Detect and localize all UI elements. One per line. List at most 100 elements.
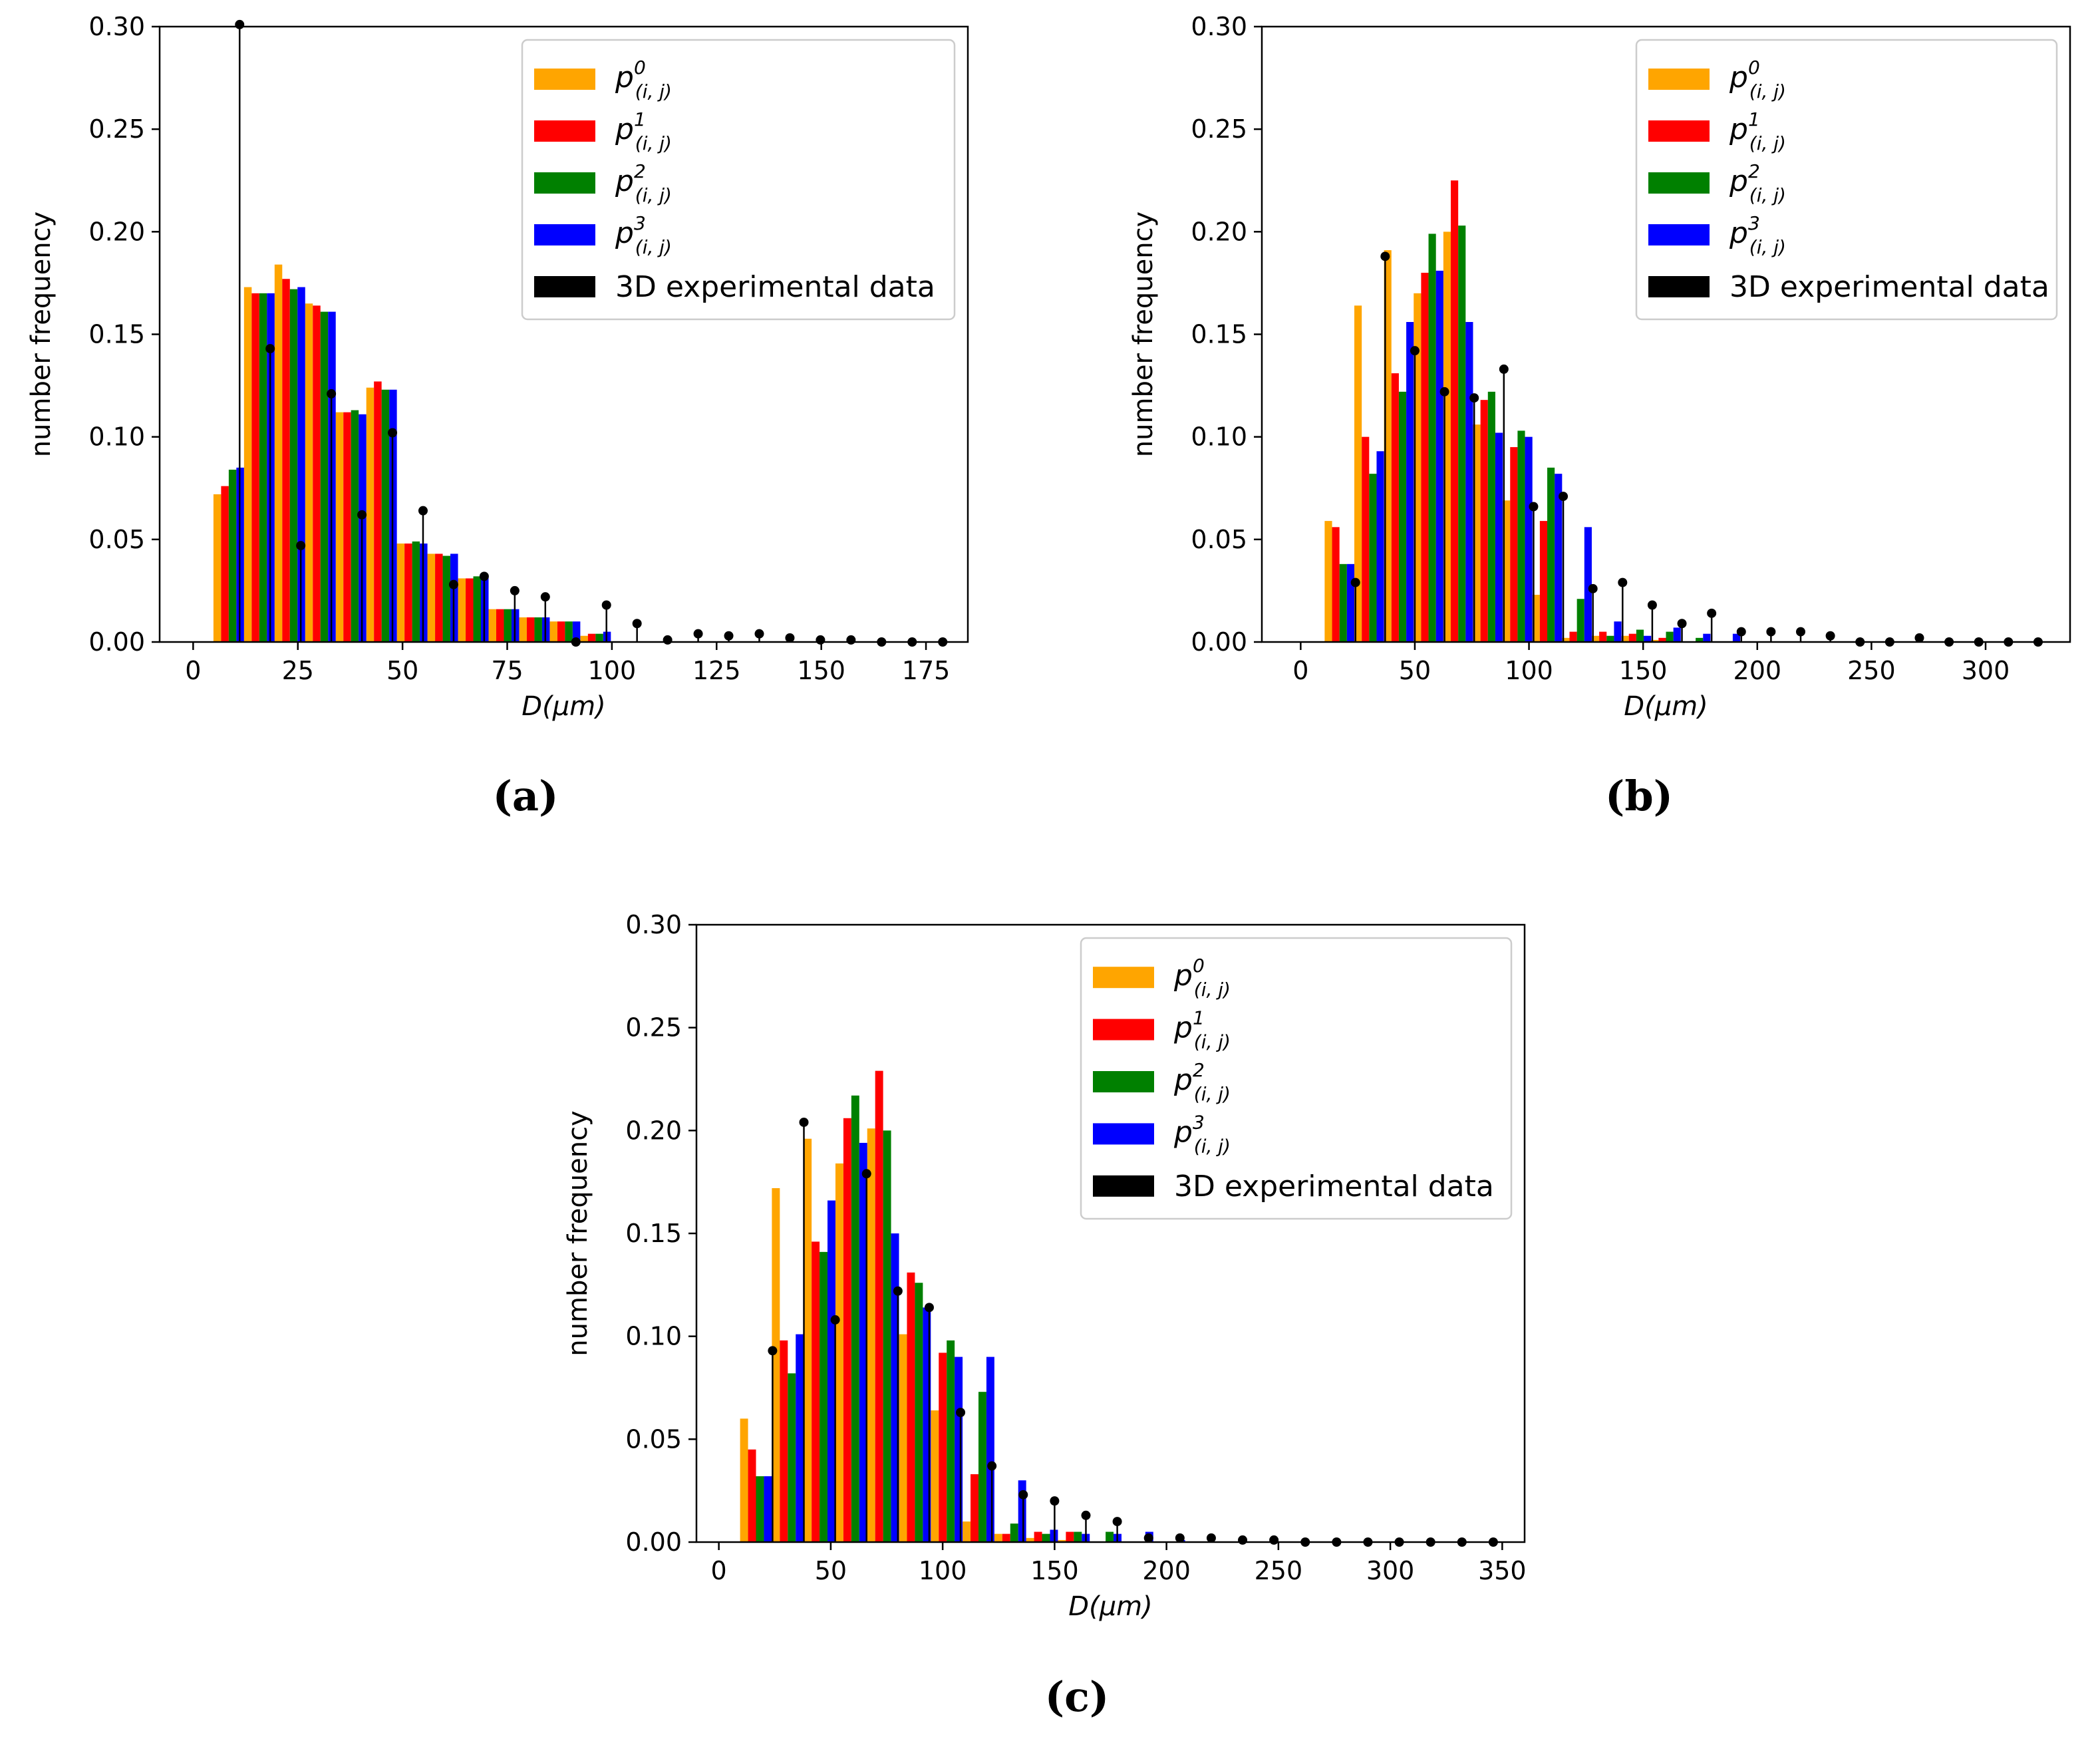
y-tick-label: 0.15: [1191, 320, 1247, 349]
bar-p0-12: [580, 635, 588, 642]
bar-p3-6: [955, 1356, 963, 1542]
exp-point-5: [1499, 364, 1509, 374]
exp-point-4: [1469, 393, 1479, 403]
bar-p2-8: [1576, 599, 1584, 642]
exp-point-13: [1736, 627, 1746, 637]
bar-p1-5: [374, 381, 382, 642]
y-tick-label: 0.20: [88, 217, 145, 246]
bar-p1-8: [1002, 1533, 1010, 1542]
bar-p3-10: [1644, 635, 1652, 642]
exp-point-0: [1350, 577, 1360, 587]
bar-p1-9: [496, 609, 504, 642]
bar-p0-8: [458, 578, 466, 642]
legend-subscript: (i, j): [1749, 236, 1786, 258]
bar-p1-1: [251, 293, 259, 642]
bar-p1-10: [1628, 633, 1636, 642]
bar-p0-4: [867, 1128, 875, 1542]
y-tick-label: 0.25: [88, 114, 145, 144]
legend-superscript: 1: [1748, 108, 1760, 130]
bar-p2-9: [1606, 635, 1614, 642]
bar-p3-7: [986, 1356, 994, 1542]
legend-superscript: 1: [634, 108, 646, 130]
exp-point-2: [830, 1315, 840, 1325]
y-tick-label: 0.10: [88, 422, 145, 452]
bar-p2-11: [1666, 631, 1674, 642]
exp-point-12: [601, 600, 611, 610]
bar-p2-4: [351, 410, 359, 642]
legend-symbol: p: [615, 61, 634, 94]
bar-p2-10: [1074, 1531, 1082, 1542]
legend-symbol: p: [1729, 112, 1748, 146]
legend: p0 (i, j)p1 (i, j)p2 (i, j)p3 (i, j)3D exper…: [521, 39, 956, 321]
bar-p3-6: [1525, 436, 1533, 642]
bar-p2-6: [412, 541, 420, 642]
x-tick-label: 100: [1505, 656, 1553, 685]
y-tick-label: 0.00: [625, 1527, 682, 1557]
exp-point-4: [357, 510, 367, 520]
x-tick-label: 100: [588, 656, 637, 685]
x-axis-label: D(μm): [1068, 1591, 1152, 1622]
bar-p1-7: [435, 554, 443, 642]
exp-point-15: [693, 629, 703, 639]
legend-subscript: (i, j): [1194, 979, 1231, 1001]
legend-label-p1: p1 (i, j): [1729, 108, 1786, 154]
exp-point-8: [479, 571, 489, 581]
bar-p1-2: [282, 279, 290, 642]
y-tick-label: 0.15: [625, 1219, 682, 1248]
bar-p1-1: [1362, 436, 1370, 642]
bar-p0-1: [243, 287, 252, 642]
chart-panel-b: 0 50 100 150 200 250 300 0.00 0.05 0.10 0.15 0.20 0.…: [1128, 12, 2071, 820]
legend-swatch-experimental: [1093, 1175, 1154, 1197]
legend-swatch-experimental: [1648, 276, 1710, 297]
y-tick-label: 0.10: [625, 1322, 682, 1351]
legend-label-p2: p2 (i, j): [1173, 1059, 1231, 1105]
legend-subscript: (i, j): [1194, 1135, 1231, 1157]
bar-p3-4: [891, 1233, 899, 1542]
bar-p2-2: [820, 1251, 828, 1542]
exp-point-9: [1050, 1496, 1060, 1506]
bar-p1-5: [907, 1272, 915, 1542]
bar-p1-11: [557, 621, 565, 642]
bar-p0-7: [1532, 595, 1540, 642]
bar-p2-8: [1010, 1523, 1018, 1542]
bar-p0-4: [1443, 232, 1451, 642]
bar-p2-7: [1547, 467, 1555, 642]
exp-point-5: [924, 1303, 934, 1313]
bar-p2-2: [289, 289, 298, 643]
panel-caption: (b): [1605, 772, 1673, 820]
exp-point-2: [296, 541, 306, 551]
y-tick-label: 0.30: [88, 12, 145, 41]
bar-p2-0: [1339, 563, 1347, 642]
bar-p2-4: [1458, 226, 1466, 642]
legend-label-p3: p3 (i, j): [615, 212, 672, 258]
bar-p0-0: [740, 1418, 748, 1542]
bar-p0-5: [899, 1334, 907, 1542]
legend-symbol: p: [1173, 959, 1193, 993]
bar-p1-9: [1034, 1531, 1042, 1542]
exp-point-7: [987, 1461, 997, 1471]
bar-p1-4: [1451, 180, 1459, 642]
exp-point-11: [1677, 619, 1687, 629]
bar-p1-8: [466, 578, 474, 642]
legend-subscript: (i, j): [635, 236, 672, 258]
bar-p2-5: [1487, 391, 1495, 642]
bar-p3-1: [1376, 451, 1384, 642]
legend-superscript: 3: [1193, 1111, 1205, 1133]
bar-p3-0: [1346, 563, 1355, 642]
legend-label-experimental: 3D experimental data: [1729, 270, 2049, 304]
legend-symbol: p: [1173, 1011, 1193, 1045]
legend-swatch-p2: [534, 172, 595, 194]
x-tick-label: 0: [185, 656, 201, 685]
exp-point-13: [632, 619, 642, 629]
legend-subscript: (i, j): [635, 184, 672, 206]
exp-point-9: [510, 585, 520, 595]
bar-p1-2: [812, 1241, 820, 1542]
bar-p2-11: [565, 621, 573, 642]
bar-p2-3: [1428, 234, 1436, 643]
bar-p1-0: [221, 486, 229, 642]
x-tick-label: 150: [1030, 1556, 1079, 1585]
bar-p2-5: [381, 389, 390, 642]
exp-point-10: [1647, 600, 1657, 610]
legend-swatch-p1: [1093, 1019, 1154, 1040]
